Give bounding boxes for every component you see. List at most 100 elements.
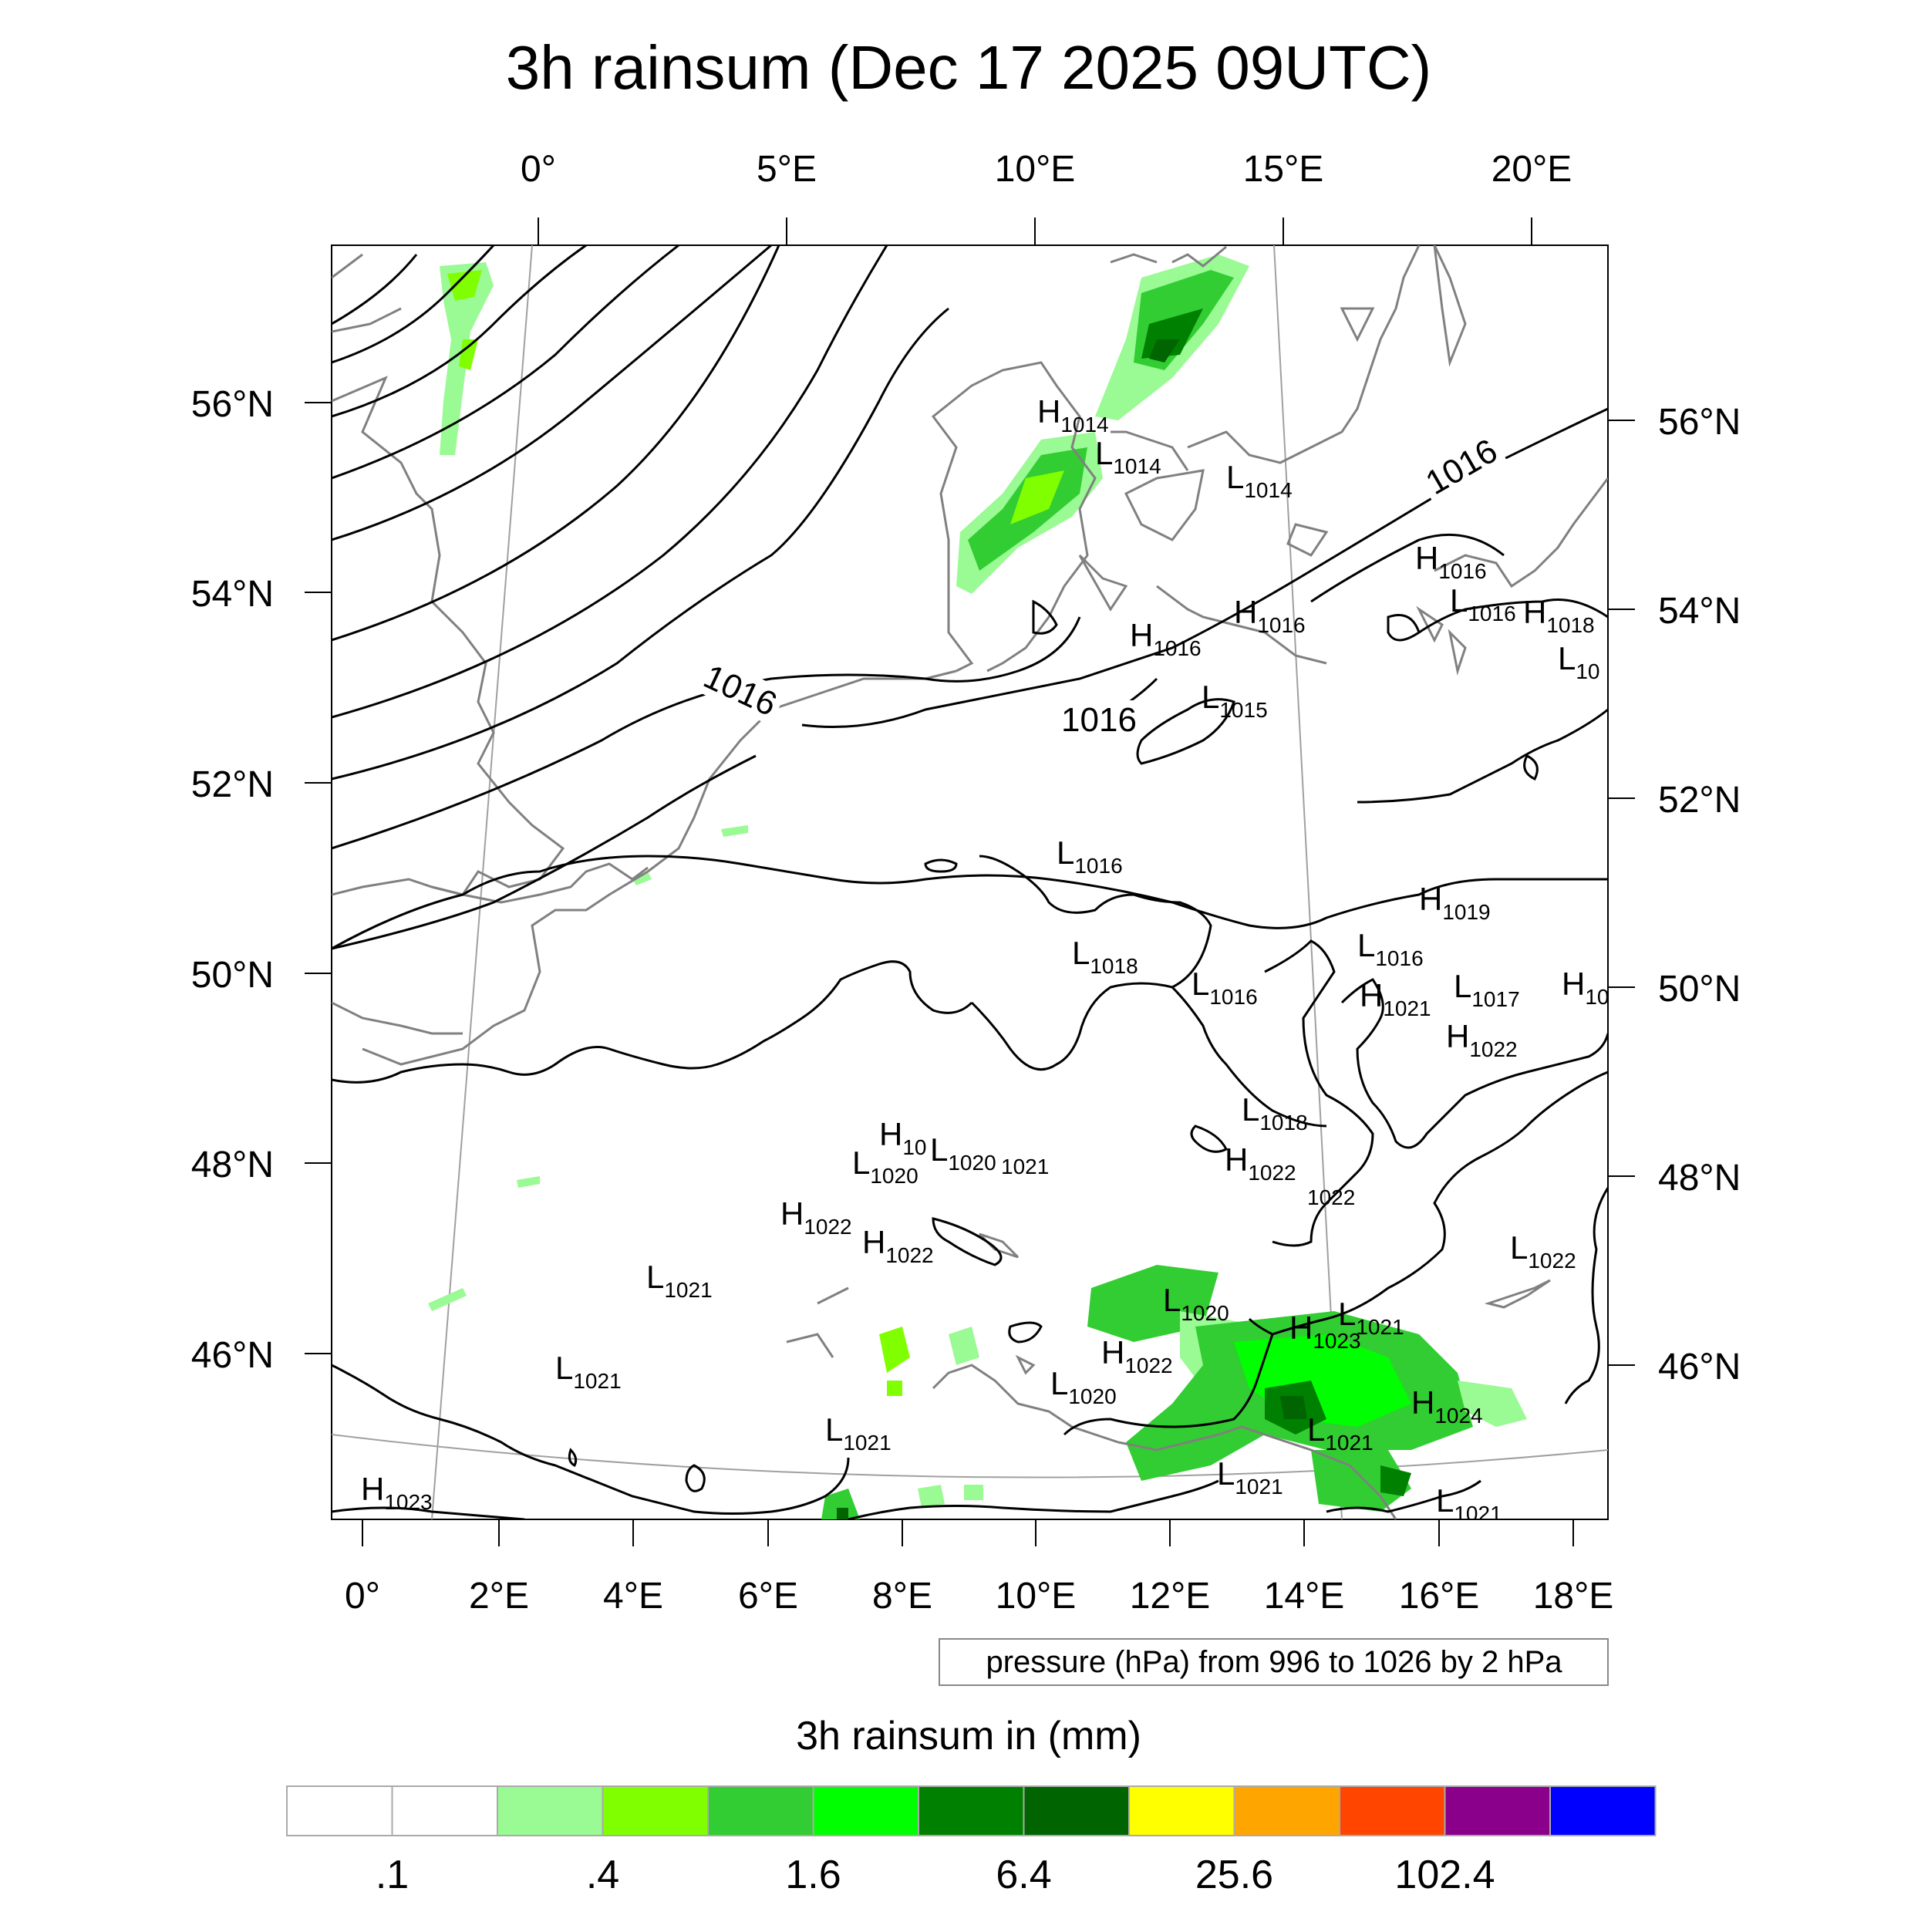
pressure-center-type: H xyxy=(1523,594,1546,630)
pressure-center-label: H1018 xyxy=(1523,594,1595,637)
colorbar-swatch xyxy=(1233,1785,1340,1836)
rain-area xyxy=(459,339,478,370)
colorbar-swatch xyxy=(918,1785,1025,1836)
isobar-label-group: 1016 1016 1016 xyxy=(693,428,1508,739)
pressure-center-label: L1016 xyxy=(1450,582,1516,625)
pressure-center-type: L xyxy=(1558,640,1576,676)
pressure-center-label: L1016 xyxy=(1057,835,1123,878)
pressure-center-value: 1016 xyxy=(1468,602,1515,625)
pressure-center-label: H1016 xyxy=(1415,540,1487,583)
rain-area xyxy=(1458,1381,1527,1427)
pressure-center-value: 1022 xyxy=(885,1243,933,1267)
top-lon-label: 20°E xyxy=(1492,149,1572,190)
left-lat-label: 48°N xyxy=(191,1145,274,1185)
rain-area xyxy=(879,1327,910,1373)
left-lat-label: 56°N xyxy=(191,384,274,425)
pressure-center-type: L xyxy=(930,1131,948,1168)
pressure-center-value: 1021 xyxy=(664,1278,712,1302)
pressure-center-type: L xyxy=(1192,966,1209,1002)
rain-area xyxy=(1280,1396,1307,1419)
rain-area xyxy=(837,1508,848,1519)
bottom-lon-label: 10°E xyxy=(996,1576,1077,1617)
rain-area xyxy=(1010,470,1064,524)
colorbar-swatch xyxy=(602,1785,709,1836)
rain-area xyxy=(1380,1465,1411,1496)
rain-area xyxy=(887,1381,902,1396)
rain-area xyxy=(632,872,652,885)
map-title: 3h rainsum (Dec 17 2025 09UTC) xyxy=(506,33,1432,102)
pressure-center-label: L1021 xyxy=(646,1259,713,1302)
pressure-center-type: H xyxy=(780,1195,804,1232)
rain-area xyxy=(428,1288,467,1311)
pressure-center-value: 10 xyxy=(902,1135,926,1159)
pressure-center-label: 1021 xyxy=(1001,1155,1049,1178)
colorbar xyxy=(286,1785,1657,1836)
pressure-center-type: L xyxy=(555,1350,573,1386)
pressure-center-type: L xyxy=(1510,1229,1528,1266)
pressure-center-value: 1016 xyxy=(1153,636,1201,660)
pressure-center-type: L xyxy=(825,1411,843,1448)
pressure-center-label: H1022 xyxy=(862,1224,934,1267)
pressure-center-label: L1021 xyxy=(555,1350,622,1393)
pressure-center-label: L1021 xyxy=(1217,1455,1283,1499)
pressure-center-type: H xyxy=(1415,540,1438,576)
right-lat-label: 46°N xyxy=(1658,1347,1741,1387)
pressure-center-label: L1021 xyxy=(1307,1411,1374,1455)
pressure-center-type: L xyxy=(1307,1411,1325,1448)
pressure-center-type: H xyxy=(1411,1384,1434,1421)
pressure-center-value: 1021 xyxy=(1454,1502,1502,1526)
colorbar-title: 3h rainsum in (mm) xyxy=(796,1714,1141,1758)
isobar-label-bg xyxy=(1414,428,1508,505)
colorbar-label: 102.4 xyxy=(1394,1853,1495,1897)
pressure-center-value: 1020 xyxy=(1181,1301,1229,1325)
colorbar-label: 25.6 xyxy=(1195,1853,1273,1897)
pressure-center-label: L1018 xyxy=(1242,1091,1308,1135)
pressure-center-value: 1018 xyxy=(1259,1111,1307,1135)
contour-info-box xyxy=(939,1638,1609,1686)
rain-area xyxy=(721,825,748,837)
contour-info-text: pressure (hPa) from 996 to 1026 by 2 hPa xyxy=(986,1645,1562,1679)
bottom-lon-label: 0° xyxy=(345,1576,380,1617)
colorbar-label: 1.6 xyxy=(785,1853,841,1897)
pressure-center-type: L xyxy=(1436,1482,1454,1519)
rain-area xyxy=(949,1327,979,1365)
pressure-center-label: H1016 xyxy=(1234,594,1306,637)
pressure-center-value: 1016 xyxy=(1209,985,1257,1009)
pressure-center-type: L xyxy=(1450,582,1468,619)
pressure-center-value: 1021 xyxy=(1383,996,1431,1020)
pressure-center-type: L xyxy=(1242,1091,1259,1128)
pressure-center-label: H1023 xyxy=(1289,1310,1361,1353)
pressure-center-type: L xyxy=(1095,435,1113,471)
right-lat-label: 48°N xyxy=(1658,1158,1741,1199)
pressure-center-type: H xyxy=(1562,966,1585,1002)
isobar-label-bg xyxy=(1057,700,1141,739)
right-lat-label: 54°N xyxy=(1658,591,1741,632)
pressure-center-value: 1021 xyxy=(1235,1475,1283,1499)
bottom-lon-label: 2°E xyxy=(469,1576,529,1617)
isobar-label-bg xyxy=(693,655,787,726)
pressure-center-value: 1020 xyxy=(870,1164,918,1188)
pressure-center-type: L xyxy=(1202,679,1219,715)
pressure-center-type: L xyxy=(1217,1455,1235,1492)
colorbar-label: .4 xyxy=(586,1853,619,1897)
top-lon-label: 10°E xyxy=(995,149,1076,190)
rain-area xyxy=(447,270,482,301)
pressure-center-value: 1022 xyxy=(1528,1249,1576,1273)
left-lat-label: 54°N xyxy=(191,574,274,615)
right-lat-label: 50°N xyxy=(1658,969,1741,1010)
pressure-center-value: 1022 xyxy=(1248,1161,1296,1185)
rain-area xyxy=(1311,1450,1411,1512)
pressure-center-value: 1023 xyxy=(384,1490,432,1514)
colorbar-swatch xyxy=(1444,1785,1551,1836)
pressure-center-label: L1016 xyxy=(1192,966,1258,1009)
pressure-center-type: L xyxy=(852,1145,870,1181)
pressure-center-value: 1017 xyxy=(1471,987,1519,1011)
colorbar-labels: .1 .4 1.6 6.4 25.6 102.4 xyxy=(376,1853,1495,1897)
pressure-center-type: L xyxy=(1057,835,1074,871)
pressure-center-label: H1022 xyxy=(1225,1141,1296,1185)
rain-areas xyxy=(428,255,1527,1519)
colorbar-swatch xyxy=(812,1785,919,1836)
pressure-center-type: H xyxy=(1446,1018,1469,1054)
